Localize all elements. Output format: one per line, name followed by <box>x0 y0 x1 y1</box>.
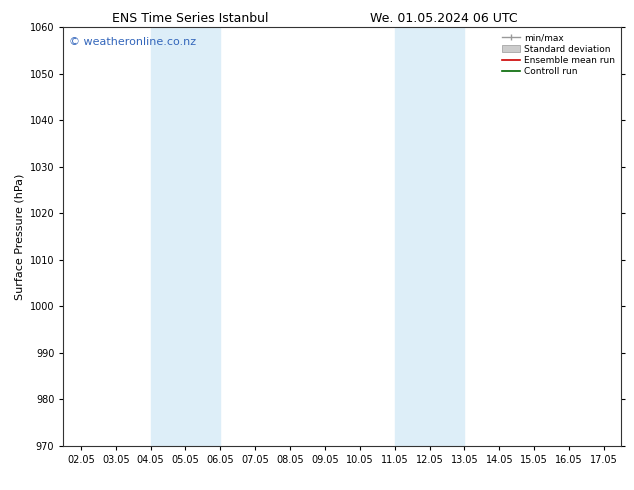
Bar <box>150 27 221 446</box>
Legend: min/max, Standard deviation, Ensemble mean run, Controll run: min/max, Standard deviation, Ensemble me… <box>500 31 617 78</box>
Bar <box>394 27 464 446</box>
Text: We. 01.05.2024 06 UTC: We. 01.05.2024 06 UTC <box>370 12 517 25</box>
Y-axis label: Surface Pressure (hPa): Surface Pressure (hPa) <box>14 173 24 299</box>
Text: © weatheronline.co.nz: © weatheronline.co.nz <box>69 37 196 48</box>
Text: ENS Time Series Istanbul: ENS Time Series Istanbul <box>112 12 268 25</box>
